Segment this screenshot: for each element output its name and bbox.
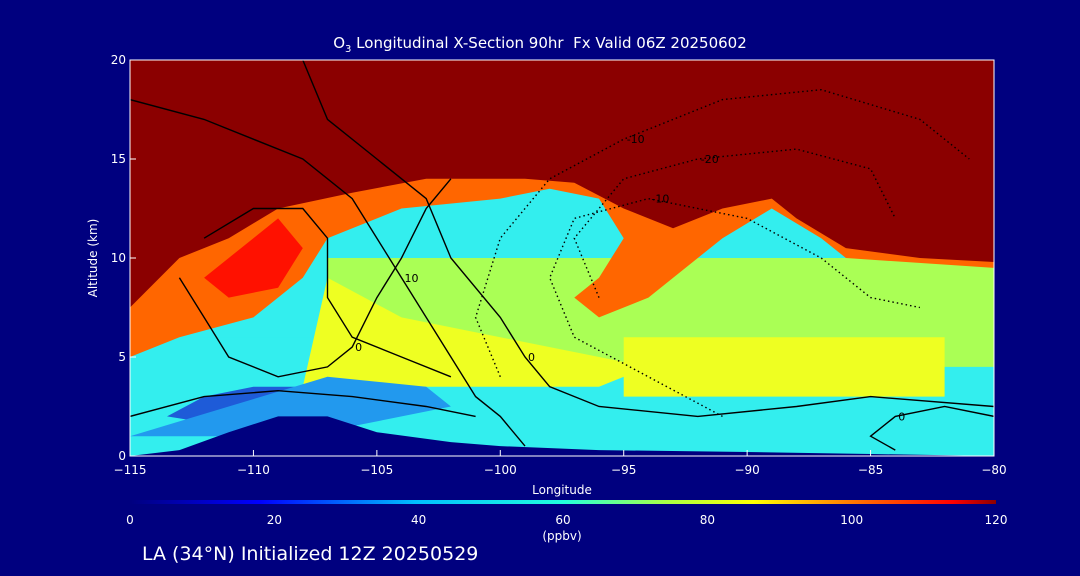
contour-line bbox=[302, 60, 994, 418]
colorbar-tick-label: 80 bbox=[700, 513, 715, 527]
x-axis: −115 −110 −105 −100 −95 −90 −85 −80 bbox=[114, 450, 1007, 477]
x-tick-label: −115 bbox=[114, 463, 147, 477]
chart-title-prefix: O bbox=[333, 34, 346, 52]
contour-label: 10 bbox=[405, 272, 419, 285]
ozone-fill-region bbox=[623, 337, 945, 397]
y-tick-label: 10 bbox=[111, 251, 126, 265]
y-tick-label: 20 bbox=[111, 53, 126, 67]
y-tick-label: 5 bbox=[118, 350, 126, 364]
colorbar-tick-label: 120 bbox=[985, 513, 1008, 527]
x-axis-label: Longitude bbox=[532, 483, 592, 497]
ozone-fill-region bbox=[130, 60, 994, 308]
contour-line bbox=[573, 148, 896, 298]
ozone-anomaly-contours: 10 0 0 0 -10 -20 -10 bbox=[130, 60, 994, 451]
colorbar-tick-label: 40 bbox=[411, 513, 426, 527]
chart-title-rest: Longitudinal X-Section 90hr Fx Valid 06Z… bbox=[351, 34, 747, 52]
contour-label: 0 bbox=[528, 351, 535, 364]
contour-line bbox=[178, 178, 452, 378]
colorbar-ticks: 0 20 40 60 80 100 120 bbox=[126, 513, 1007, 527]
ozone-fill-layer bbox=[130, 60, 994, 456]
colorbar-tick-label: 60 bbox=[555, 513, 570, 527]
x-tick-label: −95 bbox=[611, 463, 636, 477]
x-tick-label: −110 bbox=[237, 463, 270, 477]
ozone-fill-region bbox=[302, 277, 649, 387]
x-tick-label: −90 bbox=[734, 463, 759, 477]
y-tick-label: 15 bbox=[111, 152, 126, 166]
contour-line bbox=[130, 389, 476, 418]
contour-label: 0 bbox=[898, 410, 905, 423]
colorbar bbox=[130, 500, 996, 504]
x-tick-label: −85 bbox=[858, 463, 883, 477]
contour-line bbox=[548, 197, 921, 418]
contour-line bbox=[130, 98, 526, 447]
ozone-fill-region bbox=[204, 218, 303, 298]
colorbar-tick-label: 0 bbox=[126, 513, 134, 527]
terrain-layer bbox=[130, 416, 994, 456]
terrain bbox=[130, 416, 994, 456]
contour-label: 0 bbox=[355, 341, 362, 354]
contour-label: -10 bbox=[651, 193, 669, 206]
x-tick-label: −80 bbox=[981, 463, 1006, 477]
y-axis: 0 5 10 15 20 bbox=[111, 53, 136, 463]
ozone-fill-region bbox=[130, 376, 451, 437]
x-tick-label: −100 bbox=[484, 463, 517, 477]
contour-label: -20 bbox=[701, 153, 719, 166]
chart-title-subscript: 3 bbox=[345, 44, 352, 55]
contour-label: -10 bbox=[627, 133, 645, 146]
colorbar-tick-label: 20 bbox=[267, 513, 282, 527]
x-tick-label: −105 bbox=[360, 463, 393, 477]
colorbar-label: (ppbv) bbox=[542, 529, 581, 543]
chart-title: O3 Longitudinal X-Section 90hr Fx Valid … bbox=[0, 34, 1080, 55]
chart-subtitle: LA (34°N) Initialized 12Z 20250529 bbox=[142, 543, 479, 565]
contour-line bbox=[869, 405, 994, 451]
contour-line bbox=[203, 207, 452, 378]
y-tick-label: 0 bbox=[118, 449, 126, 463]
colorbar-tick-label: 100 bbox=[840, 513, 863, 527]
y-axis-label: Altitude (km) bbox=[86, 219, 100, 298]
